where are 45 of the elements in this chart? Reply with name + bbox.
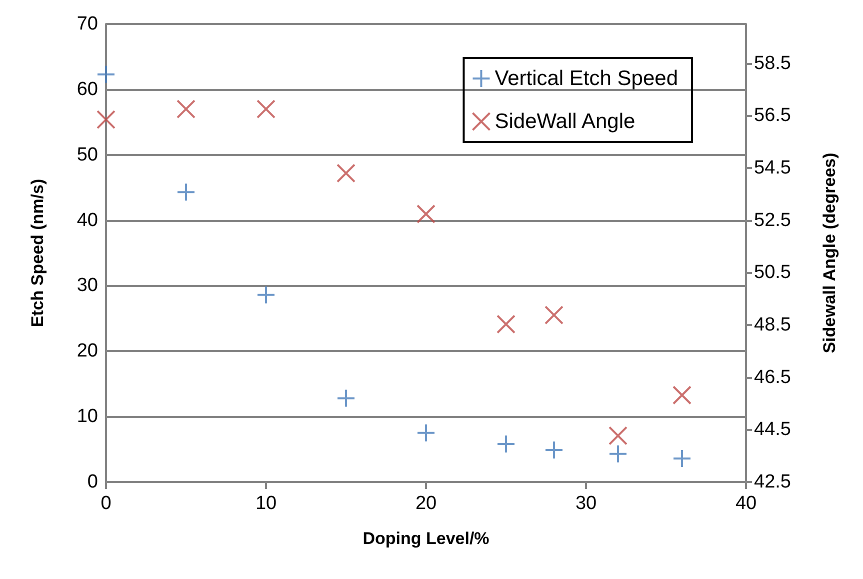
x-tick-label: 30 (575, 493, 597, 514)
y-tick-label: 30 (76, 275, 98, 296)
legend-label: SideWall Angle (494, 110, 636, 133)
y-axis-title: Etch Speed (nm/s) (28, 178, 47, 328)
point (416, 423, 436, 442)
point (256, 100, 276, 119)
y2-tick-label: 56.5 (754, 105, 791, 126)
x-axis-title: Doping Level/% (362, 529, 490, 548)
x-tick-label: 10 (255, 493, 277, 514)
y2-tick-label: 58.5 (754, 52, 791, 74)
y-tick-label: 10 (76, 406, 98, 428)
y-tick-label: 0 (87, 472, 98, 492)
point (496, 434, 516, 454)
point (96, 64, 116, 84)
point (496, 314, 516, 334)
point (96, 110, 116, 130)
point (256, 285, 276, 304)
y2-tick-label: 50.5 (754, 262, 791, 284)
point (176, 182, 196, 202)
point (544, 440, 564, 460)
y-tick-label: 70 (76, 14, 98, 34)
point (176, 100, 196, 119)
y-tick-label: 40 (76, 210, 98, 231)
point (416, 204, 436, 224)
legend-label: Vertical Etch Speed (494, 67, 678, 90)
y2-axis-title: Sidewall Angle (degrees) (820, 152, 839, 354)
point (672, 386, 692, 405)
y2-tick-label: 42.5 (754, 472, 791, 492)
y2-tick-label: 48.5 (754, 314, 791, 336)
y2-tick-label: 54.5 (754, 157, 791, 178)
y-tick-label: 60 (76, 78, 98, 100)
point (336, 388, 356, 408)
point (336, 164, 356, 183)
point (544, 306, 564, 325)
x-tick-label: 20 (415, 493, 437, 514)
point (672, 448, 692, 468)
point (608, 426, 628, 446)
y-tick-label: 20 (76, 340, 98, 362)
x-tick-label: 40 (735, 493, 757, 514)
y2-tick-label: 46.5 (754, 366, 791, 388)
x-tick-label: 0 (100, 493, 112, 514)
y-tick-label: 50 (76, 144, 98, 166)
y2-tick-label: 52.5 (754, 210, 791, 231)
point (608, 444, 628, 464)
y2-tick-label: 44.5 (754, 419, 791, 440)
